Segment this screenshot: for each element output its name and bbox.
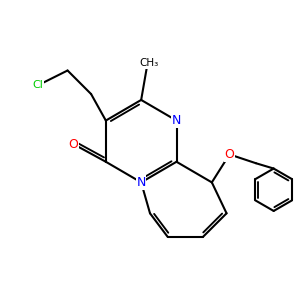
Text: Cl: Cl: [33, 80, 44, 90]
Text: O: O: [68, 138, 78, 151]
Text: N: N: [136, 176, 146, 189]
Text: N: N: [172, 114, 181, 127]
Text: CH₃: CH₃: [139, 58, 158, 68]
Text: O: O: [225, 148, 234, 161]
